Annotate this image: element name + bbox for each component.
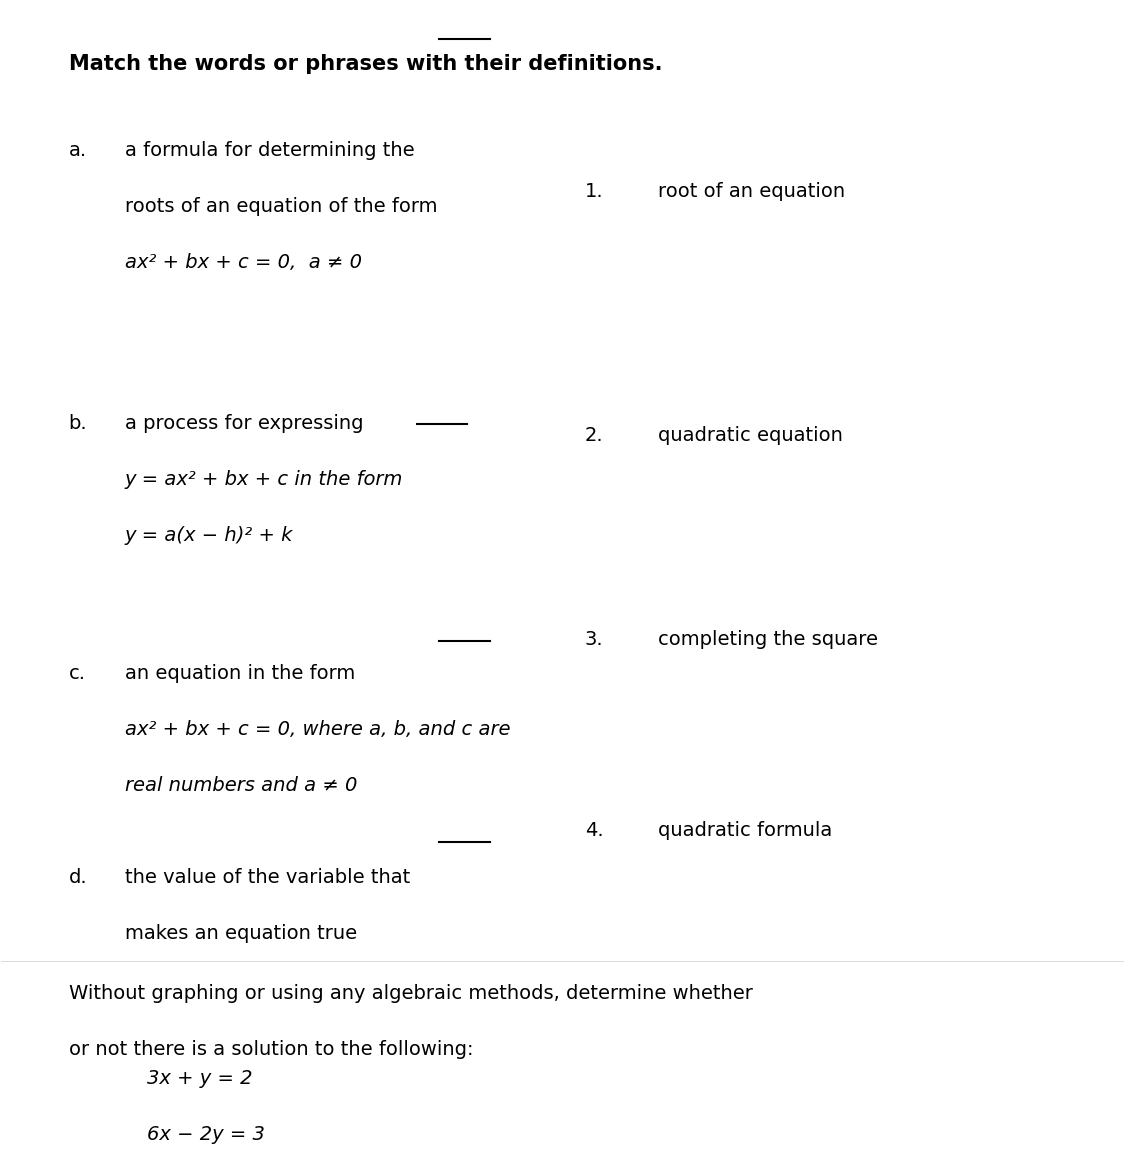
Text: real numbers and a ≠ 0: real numbers and a ≠ 0 [125, 777, 358, 795]
Text: ax² + bx + c = 0,  a ≠ 0: ax² + bx + c = 0, a ≠ 0 [125, 253, 362, 272]
Text: y = ax² + bx + c in the form: y = ax² + bx + c in the form [125, 470, 403, 490]
Text: 2.: 2. [585, 426, 604, 445]
Text: d.: d. [69, 868, 88, 887]
Text: a formula for determining the: a formula for determining the [125, 141, 414, 160]
Text: c.: c. [69, 665, 86, 683]
Text: y = a(x − h)² + k: y = a(x − h)² + k [125, 526, 294, 545]
Text: 6x − 2y = 3: 6x − 2y = 3 [147, 1125, 266, 1144]
Text: b.: b. [69, 414, 88, 434]
Text: or not there is a solution to the following:: or not there is a solution to the follow… [69, 1040, 474, 1059]
Text: quadratic formula: quadratic formula [658, 822, 832, 841]
Text: 4.: 4. [585, 822, 604, 841]
Text: root of an equation: root of an equation [658, 182, 845, 201]
Text: Match the words or phrases with their definitions.: Match the words or phrases with their de… [69, 54, 663, 73]
Text: an equation in the form: an equation in the form [125, 665, 356, 683]
Text: completing the square: completing the square [658, 630, 878, 648]
Text: ax² + bx + c = 0, where a, b, and c are: ax² + bx + c = 0, where a, b, and c are [125, 721, 511, 739]
Text: makes an equation true: makes an equation true [125, 923, 357, 943]
Text: 3x + y = 2: 3x + y = 2 [147, 1069, 253, 1088]
Text: a.: a. [69, 141, 87, 160]
Text: 3.: 3. [585, 630, 604, 648]
Text: roots of an equation of the form: roots of an equation of the form [125, 197, 438, 216]
Text: the value of the variable that: the value of the variable that [125, 868, 411, 887]
Text: 1.: 1. [585, 182, 604, 201]
Text: quadratic equation: quadratic equation [658, 426, 843, 445]
Text: a process for expressing: a process for expressing [125, 414, 363, 434]
Text: Without graphing or using any algebraic methods, determine whether: Without graphing or using any algebraic … [69, 984, 753, 1003]
